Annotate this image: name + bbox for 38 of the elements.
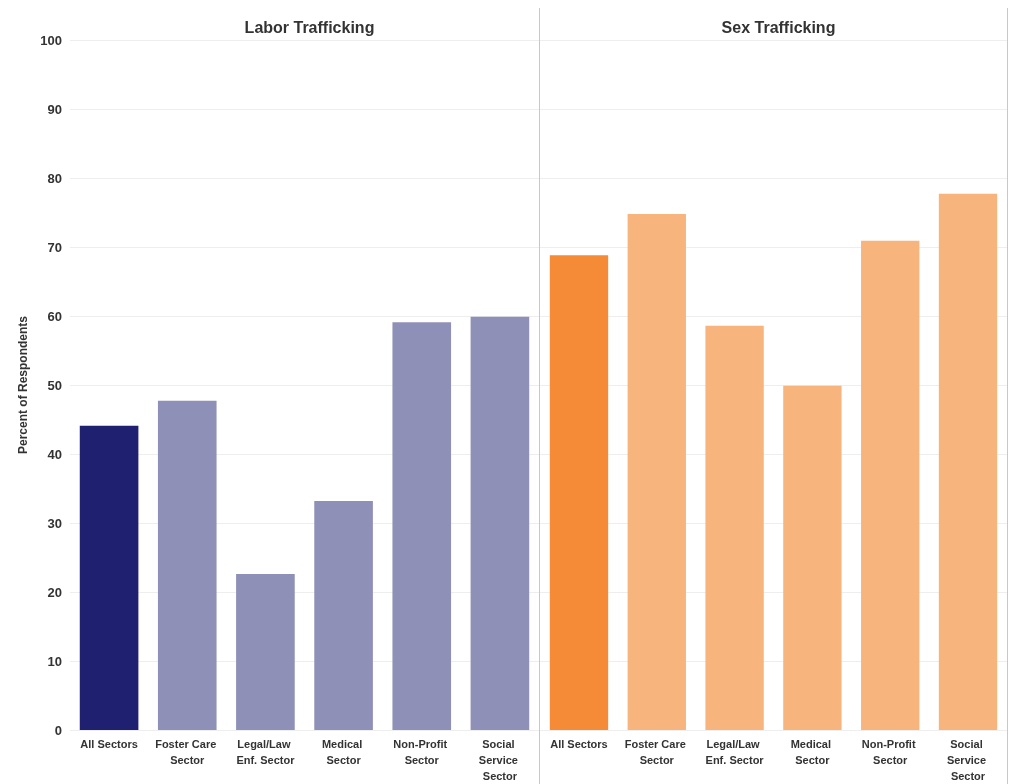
y-axis-title: Percent of Respondents [16, 315, 31, 455]
bar [627, 213, 686, 730]
y-tick-label: 50 [47, 377, 62, 393]
y-tick-label: 90 [47, 101, 62, 117]
x-tick-label: Medical Sector [321, 738, 366, 766]
bar [392, 322, 452, 730]
x-tick-label: Foster Care Sector [155, 738, 220, 766]
x-tick-label: Legal/Law Enf. Sector [705, 738, 765, 766]
x-tick-label: Legal/Law Enf. Sector [236, 738, 296, 766]
y-tick-label: 40 [47, 446, 62, 462]
y-tick-label: 80 [47, 170, 62, 186]
x-tick-label: Non-Profit Sector [861, 738, 919, 766]
x-tick-label: All Sectors [550, 738, 608, 750]
bar [938, 193, 998, 730]
y-tick-label: 100 [40, 32, 62, 48]
bar [861, 240, 920, 730]
bar [236, 574, 295, 730]
bar [79, 425, 139, 730]
bar [470, 316, 530, 730]
chart-title: Sex Trafficking [721, 18, 836, 36]
x-tick-label: Foster Care Sector [624, 738, 689, 766]
bar [705, 325, 764, 730]
x-tick-label: All Sectors [80, 738, 138, 750]
x-tick-label: Social Service Sector [946, 738, 990, 782]
y-tick-label: 70 [47, 239, 62, 255]
y-tick-label: 20 [47, 584, 62, 600]
bar [549, 255, 609, 730]
bar [783, 385, 842, 730]
y-tick-label: 0 [54, 722, 62, 738]
y-tick-label: 60 [47, 308, 62, 324]
x-tick-label: Medical Sector [790, 738, 835, 766]
x-tick-label: Non-Profit Sector [393, 738, 451, 766]
y-tick-label: 30 [47, 515, 62, 531]
bar [314, 500, 373, 730]
x-tick-label: Social Service Sector [478, 738, 522, 782]
bar [157, 400, 217, 730]
y-tick-label: 10 [47, 653, 62, 669]
chart-title: Labor Trafficking [244, 18, 375, 36]
